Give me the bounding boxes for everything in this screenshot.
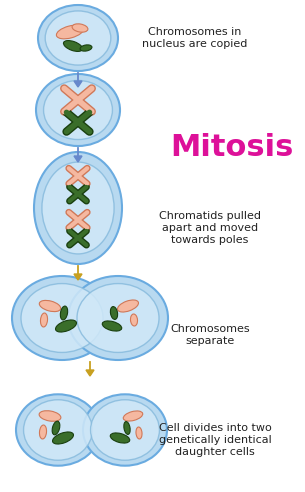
- Ellipse shape: [124, 422, 130, 434]
- Ellipse shape: [117, 300, 138, 312]
- Polygon shape: [74, 156, 82, 162]
- Ellipse shape: [23, 400, 92, 460]
- Ellipse shape: [52, 432, 74, 444]
- Ellipse shape: [45, 11, 111, 65]
- Text: Chromatids pulled
apart and moved
towards poles: Chromatids pulled apart and moved toward…: [159, 212, 261, 245]
- Ellipse shape: [12, 276, 112, 360]
- Ellipse shape: [131, 314, 138, 326]
- Polygon shape: [86, 370, 94, 376]
- Ellipse shape: [39, 301, 61, 311]
- Ellipse shape: [91, 400, 160, 460]
- Ellipse shape: [34, 152, 122, 264]
- Ellipse shape: [39, 411, 61, 421]
- Ellipse shape: [68, 276, 168, 360]
- Ellipse shape: [56, 25, 84, 39]
- Ellipse shape: [44, 81, 113, 140]
- Ellipse shape: [42, 162, 114, 254]
- Ellipse shape: [110, 433, 130, 443]
- Ellipse shape: [83, 394, 167, 466]
- Ellipse shape: [123, 411, 143, 421]
- Ellipse shape: [102, 321, 122, 331]
- Ellipse shape: [77, 283, 159, 352]
- Ellipse shape: [16, 394, 100, 466]
- Ellipse shape: [60, 306, 68, 320]
- Polygon shape: [74, 81, 82, 87]
- Polygon shape: [74, 274, 82, 280]
- Ellipse shape: [63, 40, 83, 52]
- Ellipse shape: [80, 45, 92, 51]
- Ellipse shape: [38, 5, 118, 71]
- Ellipse shape: [36, 74, 120, 146]
- Ellipse shape: [72, 24, 88, 32]
- Ellipse shape: [39, 425, 47, 439]
- Ellipse shape: [110, 307, 118, 319]
- Ellipse shape: [41, 313, 48, 327]
- Ellipse shape: [56, 320, 77, 332]
- Text: Cell divides into two
genetically identical
daughter cells: Cell divides into two genetically identi…: [159, 424, 271, 457]
- Ellipse shape: [21, 283, 103, 352]
- Text: Chromosomes in
nucleus are copied: Chromosomes in nucleus are copied: [142, 27, 248, 49]
- Ellipse shape: [52, 421, 60, 435]
- Text: Chromosomes
separate: Chromosomes separate: [170, 324, 250, 346]
- Ellipse shape: [136, 427, 142, 439]
- Text: Mitosis: Mitosis: [170, 133, 294, 162]
